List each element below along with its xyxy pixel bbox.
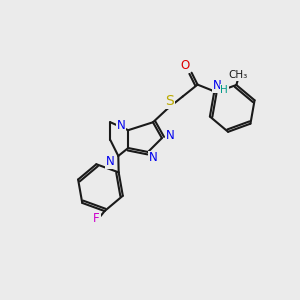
Text: N: N <box>165 129 174 142</box>
Text: S: S <box>165 94 174 109</box>
Text: N: N <box>148 152 157 164</box>
Text: CH₃: CH₃ <box>229 70 248 80</box>
Text: N: N <box>117 119 126 132</box>
Text: N: N <box>213 79 222 92</box>
Text: H: H <box>220 85 228 94</box>
Text: N: N <box>106 155 115 168</box>
Text: O: O <box>180 59 189 72</box>
Text: F: F <box>93 212 100 226</box>
